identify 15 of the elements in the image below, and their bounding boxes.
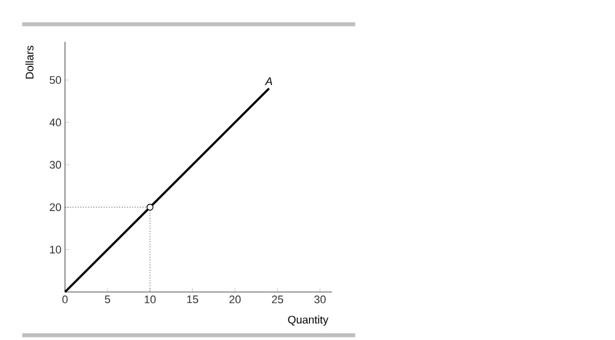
- x-tick-label: 30: [314, 296, 326, 304]
- x-tick-label: 10: [144, 296, 156, 304]
- y-tick-label: 30: [50, 160, 62, 169]
- x-tick-label: 15: [187, 296, 198, 304]
- x-tick-label: 20: [229, 296, 241, 304]
- y-axis-title: Dollars: [25, 46, 34, 79]
- y-tick-label: 40: [50, 118, 62, 126]
- series-label: A: [264, 77, 272, 85]
- x-tick-label: 5: [104, 296, 110, 304]
- y-tick-label: 20: [50, 203, 62, 212]
- x-axis-title: Quantity: [288, 316, 328, 326]
- x-tick-label: 25: [272, 296, 284, 304]
- x-tick-label: 0: [62, 296, 68, 304]
- y-tick-label: 50: [50, 76, 62, 84]
- y-tick-label: 10: [50, 246, 62, 254]
